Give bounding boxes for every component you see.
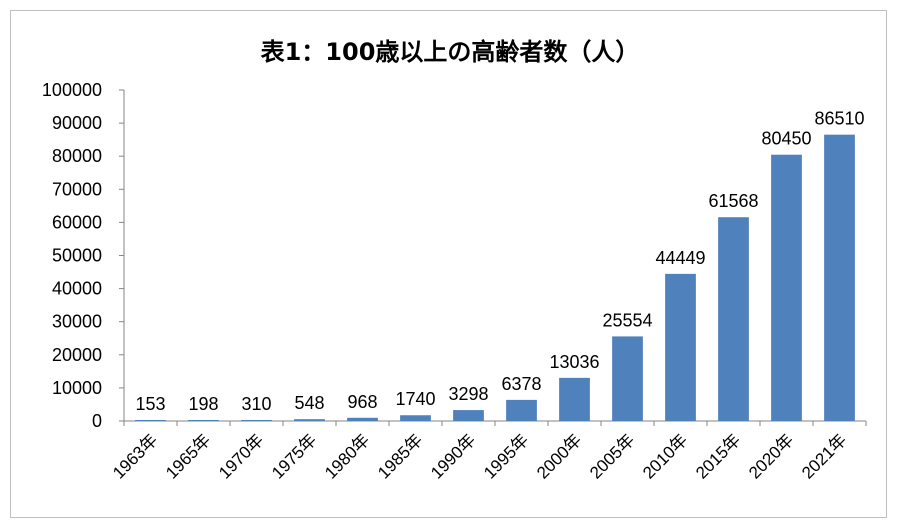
data-label: 548 — [294, 393, 324, 413]
y-tick-label: 20000 — [52, 345, 102, 365]
y-tick-label: 100000 — [42, 80, 102, 100]
data-label: 44449 — [655, 248, 705, 268]
x-tick-label: 1963年 — [109, 430, 161, 482]
x-tick-label: 2000年 — [533, 430, 585, 482]
chart-title: 表1：100歳以上の高齢者数（人） — [260, 38, 640, 66]
x-tick-label: 2021年 — [798, 430, 850, 482]
data-label: 968 — [347, 392, 377, 412]
data-label: 1740 — [395, 389, 435, 409]
bar — [347, 417, 378, 421]
data-label: 310 — [241, 394, 271, 414]
data-label: 153 — [135, 394, 165, 414]
x-tick-label: 1990年 — [427, 430, 479, 482]
y-tick-label: 30000 — [52, 312, 102, 332]
data-label: 80450 — [761, 129, 811, 149]
y-tick-label: 60000 — [52, 212, 102, 232]
x-tick-label: 1980年 — [321, 430, 373, 482]
x-tick-label: 2020年 — [745, 430, 797, 482]
x-tick-label: 1970年 — [215, 430, 267, 482]
bar — [559, 377, 590, 421]
x-tick-label: 1995年 — [480, 430, 532, 482]
bar — [612, 336, 643, 421]
x-tick-label: 2015年 — [692, 430, 744, 482]
bars — [135, 134, 855, 421]
data-label: 61568 — [708, 191, 758, 211]
y-tick-label: 0 — [92, 411, 102, 431]
data-labels: 153 198 310 548 968 1740 3298 6378 13036 25554 444… — [135, 109, 864, 414]
x-tick-label: 1965年 — [162, 430, 214, 482]
data-label: 3298 — [448, 384, 488, 404]
bar — [718, 217, 749, 421]
bar — [665, 273, 696, 421]
bar — [824, 134, 855, 421]
y-tick-label: 80000 — [52, 146, 102, 166]
data-label: 86510 — [814, 109, 864, 129]
x-tick-label: 1985年 — [374, 430, 426, 482]
y-tick-label: 70000 — [52, 179, 102, 199]
bar — [771, 154, 802, 421]
bar — [135, 420, 166, 421]
data-label: 13036 — [549, 352, 599, 372]
data-label: 6378 — [501, 374, 541, 394]
data-label: 25554 — [602, 310, 652, 330]
bar — [453, 410, 484, 421]
y-tick-label: 50000 — [52, 246, 102, 266]
bar — [294, 419, 325, 421]
x-tick-label: 2010年 — [639, 430, 691, 482]
bar — [506, 399, 537, 421]
y-tick-label: 90000 — [52, 113, 102, 133]
x-tick-label: 2005年 — [586, 430, 638, 482]
bar — [400, 415, 431, 421]
bar — [241, 419, 272, 421]
bar — [188, 420, 219, 421]
data-label: 198 — [188, 394, 218, 414]
y-tick-label: 10000 — [52, 378, 102, 398]
x-tick-label: 1975年 — [268, 430, 320, 482]
y-tick-label: 40000 — [52, 279, 102, 299]
